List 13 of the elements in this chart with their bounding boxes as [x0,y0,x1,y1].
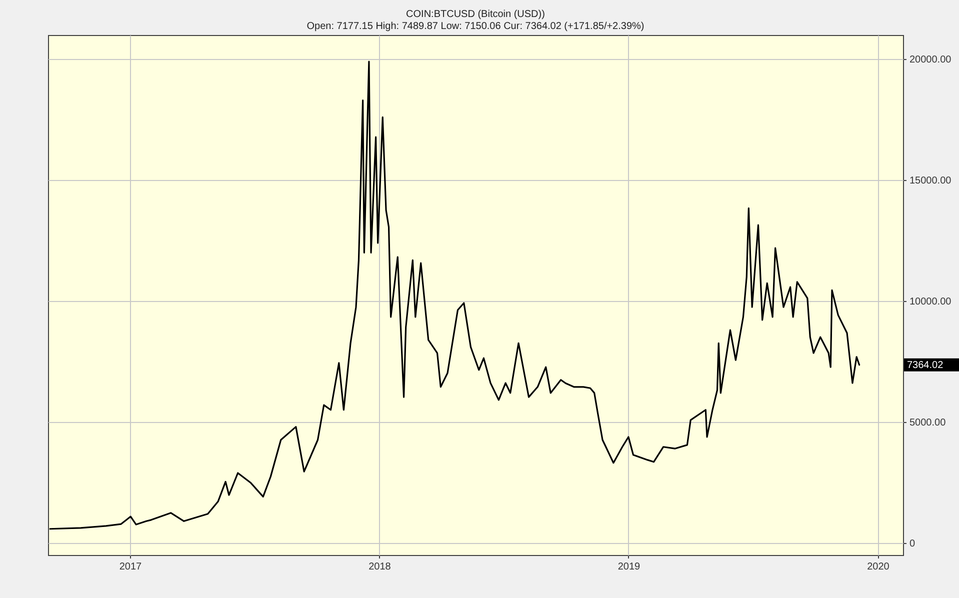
text: 7364.02 [907,360,944,371]
y-tick-label: 5000.00 [910,417,946,428]
chart-title: COIN:BTCUSD (Bitcoin (USD)) [406,9,545,20]
y-tick-label: 15000.00 [910,176,952,187]
y-tick-label: 0 [910,538,916,550]
x-tick-label: 2017 [119,562,142,572]
x-tick-label: 2020 [867,562,890,572]
y-tick-label: 20000.00 [910,54,952,66]
x-tick-label: 2018 [368,562,392,572]
chart-subtitle: Open: 7177.15 High: 7489.87 Low: 7150.06 Cur: 7364.02 (+171.85/+2.39%) [306,21,644,32]
y-tick-label: 10000.00 [910,296,952,308]
x-tick-label: 2019 [618,562,641,572]
line-series [49,60,860,530]
